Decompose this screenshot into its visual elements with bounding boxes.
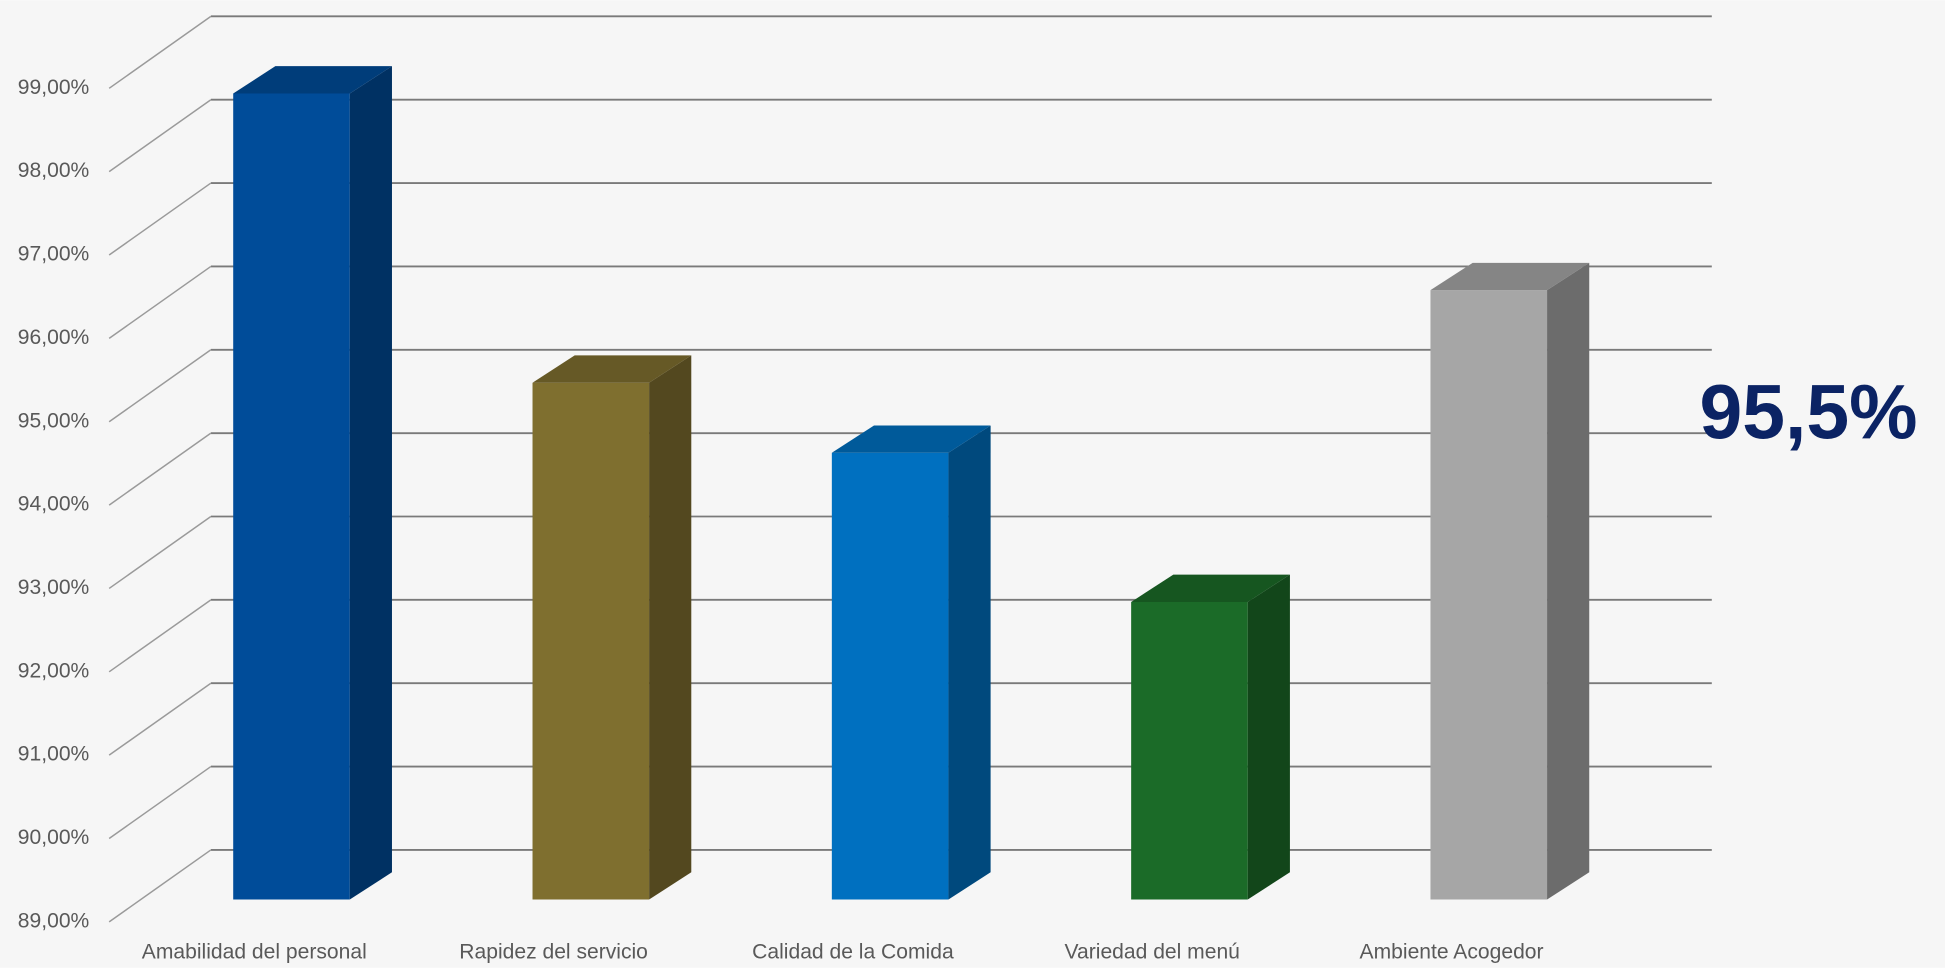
bar-top: [532, 355, 692, 383]
x-tick-label: Ambiente Acogedor: [1360, 940, 1544, 963]
bar: [1131, 574, 1290, 900]
bar-top: [233, 66, 392, 94]
bar-side: [948, 425, 991, 900]
y-tick-label: 94,00%: [18, 493, 89, 516]
bar: [233, 66, 392, 900]
bar-front: [831, 452, 949, 900]
grid-line-side: [108, 515, 212, 590]
grid-line-side: [108, 765, 212, 840]
bar-front: [532, 382, 650, 900]
grid-line-side: [108, 599, 212, 673]
bar-top: [1131, 574, 1290, 602]
y-tick-label: 98,00%: [18, 159, 89, 182]
grid-line-side: [108, 99, 212, 173]
grid-line-side: [108, 349, 212, 423]
grid-line-side: [108, 432, 212, 506]
bar-front: [1430, 290, 1548, 900]
grid-line-side: [108, 265, 212, 339]
y-tick-label: 89,00%: [18, 909, 89, 932]
x-tick-label: Rapidez del servicio: [459, 940, 648, 963]
bar-front: [1131, 601, 1248, 900]
y-tick-label: 90,00%: [18, 826, 89, 849]
annotation: 95,5%: [1700, 370, 1918, 456]
x-tick-label: Calidad de la Comida: [752, 940, 954, 963]
x-tick-label: Variedad del menú: [1065, 940, 1240, 963]
y-tick-label: 93,00%: [18, 576, 89, 599]
x-tick-label: Amabilidad del personal: [142, 940, 367, 963]
bar: [1430, 262, 1590, 900]
grid-line-side: [108, 682, 212, 756]
y-tick-label: 92,00%: [18, 659, 89, 682]
bar-side: [349, 66, 392, 900]
bar-side: [1247, 574, 1290, 900]
grid-line-side: [108, 182, 212, 256]
bar-side: [1547, 262, 1590, 900]
y-tick-label: 96,00%: [18, 326, 89, 349]
bar: [532, 355, 692, 900]
bar-side: [649, 355, 692, 900]
y-tick-label: 95,00%: [18, 409, 89, 432]
bar-top: [831, 425, 991, 453]
grid-line-side: [108, 849, 212, 923]
grid-line-side: [108, 15, 212, 89]
y-tick-label: 97,00%: [18, 243, 89, 266]
y-tick-label: 91,00%: [18, 743, 89, 766]
bar: [831, 425, 991, 900]
y-tick-label: 99,00%: [18, 76, 89, 99]
bar-top: [1430, 262, 1590, 291]
bar-front: [233, 93, 350, 900]
